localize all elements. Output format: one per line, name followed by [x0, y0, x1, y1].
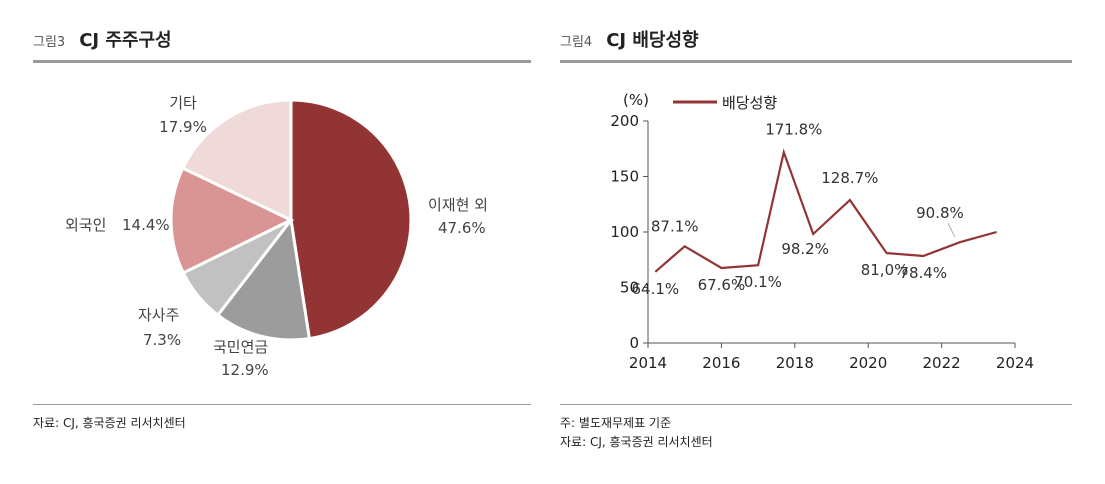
figure-title: CJ 주주구성 [79, 30, 172, 51]
data-label-8: 81,0% [861, 261, 909, 279]
pie-label-value-3: 7.3% [143, 331, 181, 349]
figure-title: CJ 배당성향 [606, 30, 699, 51]
x-tick-label-2018: 2018 [776, 354, 814, 372]
y-tick-label-100: 100 [610, 223, 639, 241]
source-note: 자료: CJ, 흥국증권 리서치센터 [33, 416, 186, 430]
figure-header: 그림4 CJ 배당성향 [560, 26, 699, 52]
pie-label-name-5: 기타 [169, 94, 197, 112]
pie-label-value-2: 12.9% [221, 361, 269, 379]
panel-shareholders: 그림3 CJ 주주구성 이재현 외 47.6% 국민연금 12.9% 자사주 7… [33, 0, 531, 484]
y-axis: 0 50 100 150 200 [610, 112, 648, 352]
data-label-4: 70.1% [734, 273, 782, 291]
x-axis: 2014 2016 2018 2020 2022 2024 [629, 343, 1034, 372]
x-tick-label-2014: 2014 [629, 354, 667, 372]
y-tick-label-150: 150 [610, 168, 639, 186]
pie-label-value-5: 17.9% [159, 118, 207, 136]
data-label-9: 78.4% [899, 264, 947, 282]
data-label-1: 64.1% [632, 280, 680, 298]
pie-label-value-1: 47.6% [438, 219, 486, 237]
series-line-payout-ratio [654, 148, 997, 273]
data-label-2: 87.1% [651, 217, 699, 235]
bottom-rule [560, 404, 1072, 405]
legend: 배당성향 [673, 94, 777, 112]
panel-payout-ratio: 그림4 CJ 배당성향 (%) 배당성향 0 50 100 150 200 2014 20… [560, 0, 1072, 484]
x-tick-label-2016: 2016 [702, 354, 740, 372]
data-label-3: 67.6% [698, 276, 746, 294]
pie-label-name-1: 이재현 외 [428, 196, 488, 214]
pie-slice-4 [169, 166, 295, 275]
y-tick-label-50: 50 [620, 279, 639, 297]
x-tick-label-2020: 2020 [849, 354, 887, 372]
figure-number: 그림3 [33, 35, 66, 50]
pie-slice-5 [180, 98, 293, 223]
data-label-10: 90.8% [916, 204, 964, 222]
y-axis-unit: (%) [623, 91, 649, 109]
pie-label-name-2: 국민연금 [213, 338, 268, 356]
data-label-7: 128.7% [821, 169, 878, 187]
pie-chart: 이재현 외 47.6% 국민연금 12.9% 자사주 7.3% 외국인 14.4… [65, 94, 488, 379]
source-note: 자료: CJ, 흥국증권 리서치센터 [560, 435, 713, 449]
top-rule [560, 60, 1072, 63]
pie-slices [169, 98, 413, 342]
top-rule [33, 60, 531, 63]
legend-label: 배당성향 [722, 94, 777, 112]
data-labels: 64.1% 87.1% 67.6%70.1% 171.8% 98.2% 128.7% 81,… [632, 120, 964, 298]
y-tick-label-200: 200 [610, 112, 639, 130]
data-label-5: 171.8% [765, 120, 822, 138]
pie-label-name-3: 자사주 [138, 306, 179, 324]
bottom-rule [33, 404, 531, 405]
x-tick-label-2024: 2024 [996, 354, 1034, 372]
x-tick-label-2022: 2022 [923, 354, 961, 372]
y-tick-label-0: 0 [629, 334, 639, 352]
pie-slice-1 [289, 98, 413, 341]
pie-labels: 이재현 외 47.6% 국민연금 12.9% 자사주 7.3% 외국인 14.4… [65, 94, 488, 379]
pie-label-name-4: 외국인 [65, 216, 106, 234]
data-label-6: 98.2% [781, 240, 829, 258]
figure-number: 그림4 [560, 35, 593, 50]
leader-line [947, 222, 956, 238]
pie-label-value-4: 14.4% [122, 216, 170, 234]
footnote: 주: 별도재무제표 기준 [560, 416, 672, 430]
figure-header: 그림3 CJ 주주구성 [33, 26, 172, 52]
pie-slice-2 [215, 216, 312, 342]
